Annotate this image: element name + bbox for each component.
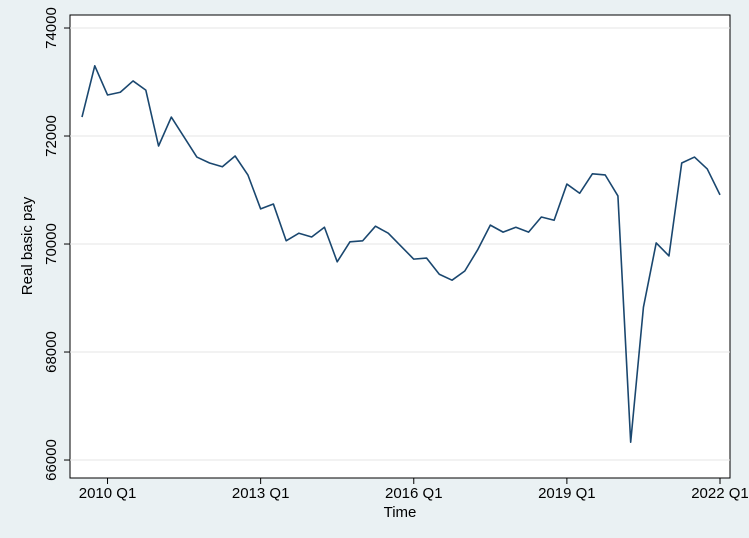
x-tick-label: 2013 Q1: [232, 485, 290, 502]
plot-area: [69, 14, 731, 479]
y-tick-label: 72000: [43, 115, 60, 157]
y-tick-label: 68000: [43, 331, 60, 373]
y-tick-label: 74000: [43, 7, 60, 49]
y-tick-label: 66000: [43, 439, 60, 481]
x-tick-label: 2010 Q1: [79, 485, 137, 502]
x-tick-label: 2022 Q1: [691, 485, 749, 502]
y-axis-label: Real basic pay: [19, 196, 36, 295]
x-tick-label: 2019 Q1: [538, 485, 596, 502]
line-series: [81, 65, 721, 443]
x-axis-label: Time: [384, 504, 417, 521]
x-tick-label: 2016 Q1: [385, 485, 443, 502]
y-tick-label: 70000: [43, 223, 60, 265]
